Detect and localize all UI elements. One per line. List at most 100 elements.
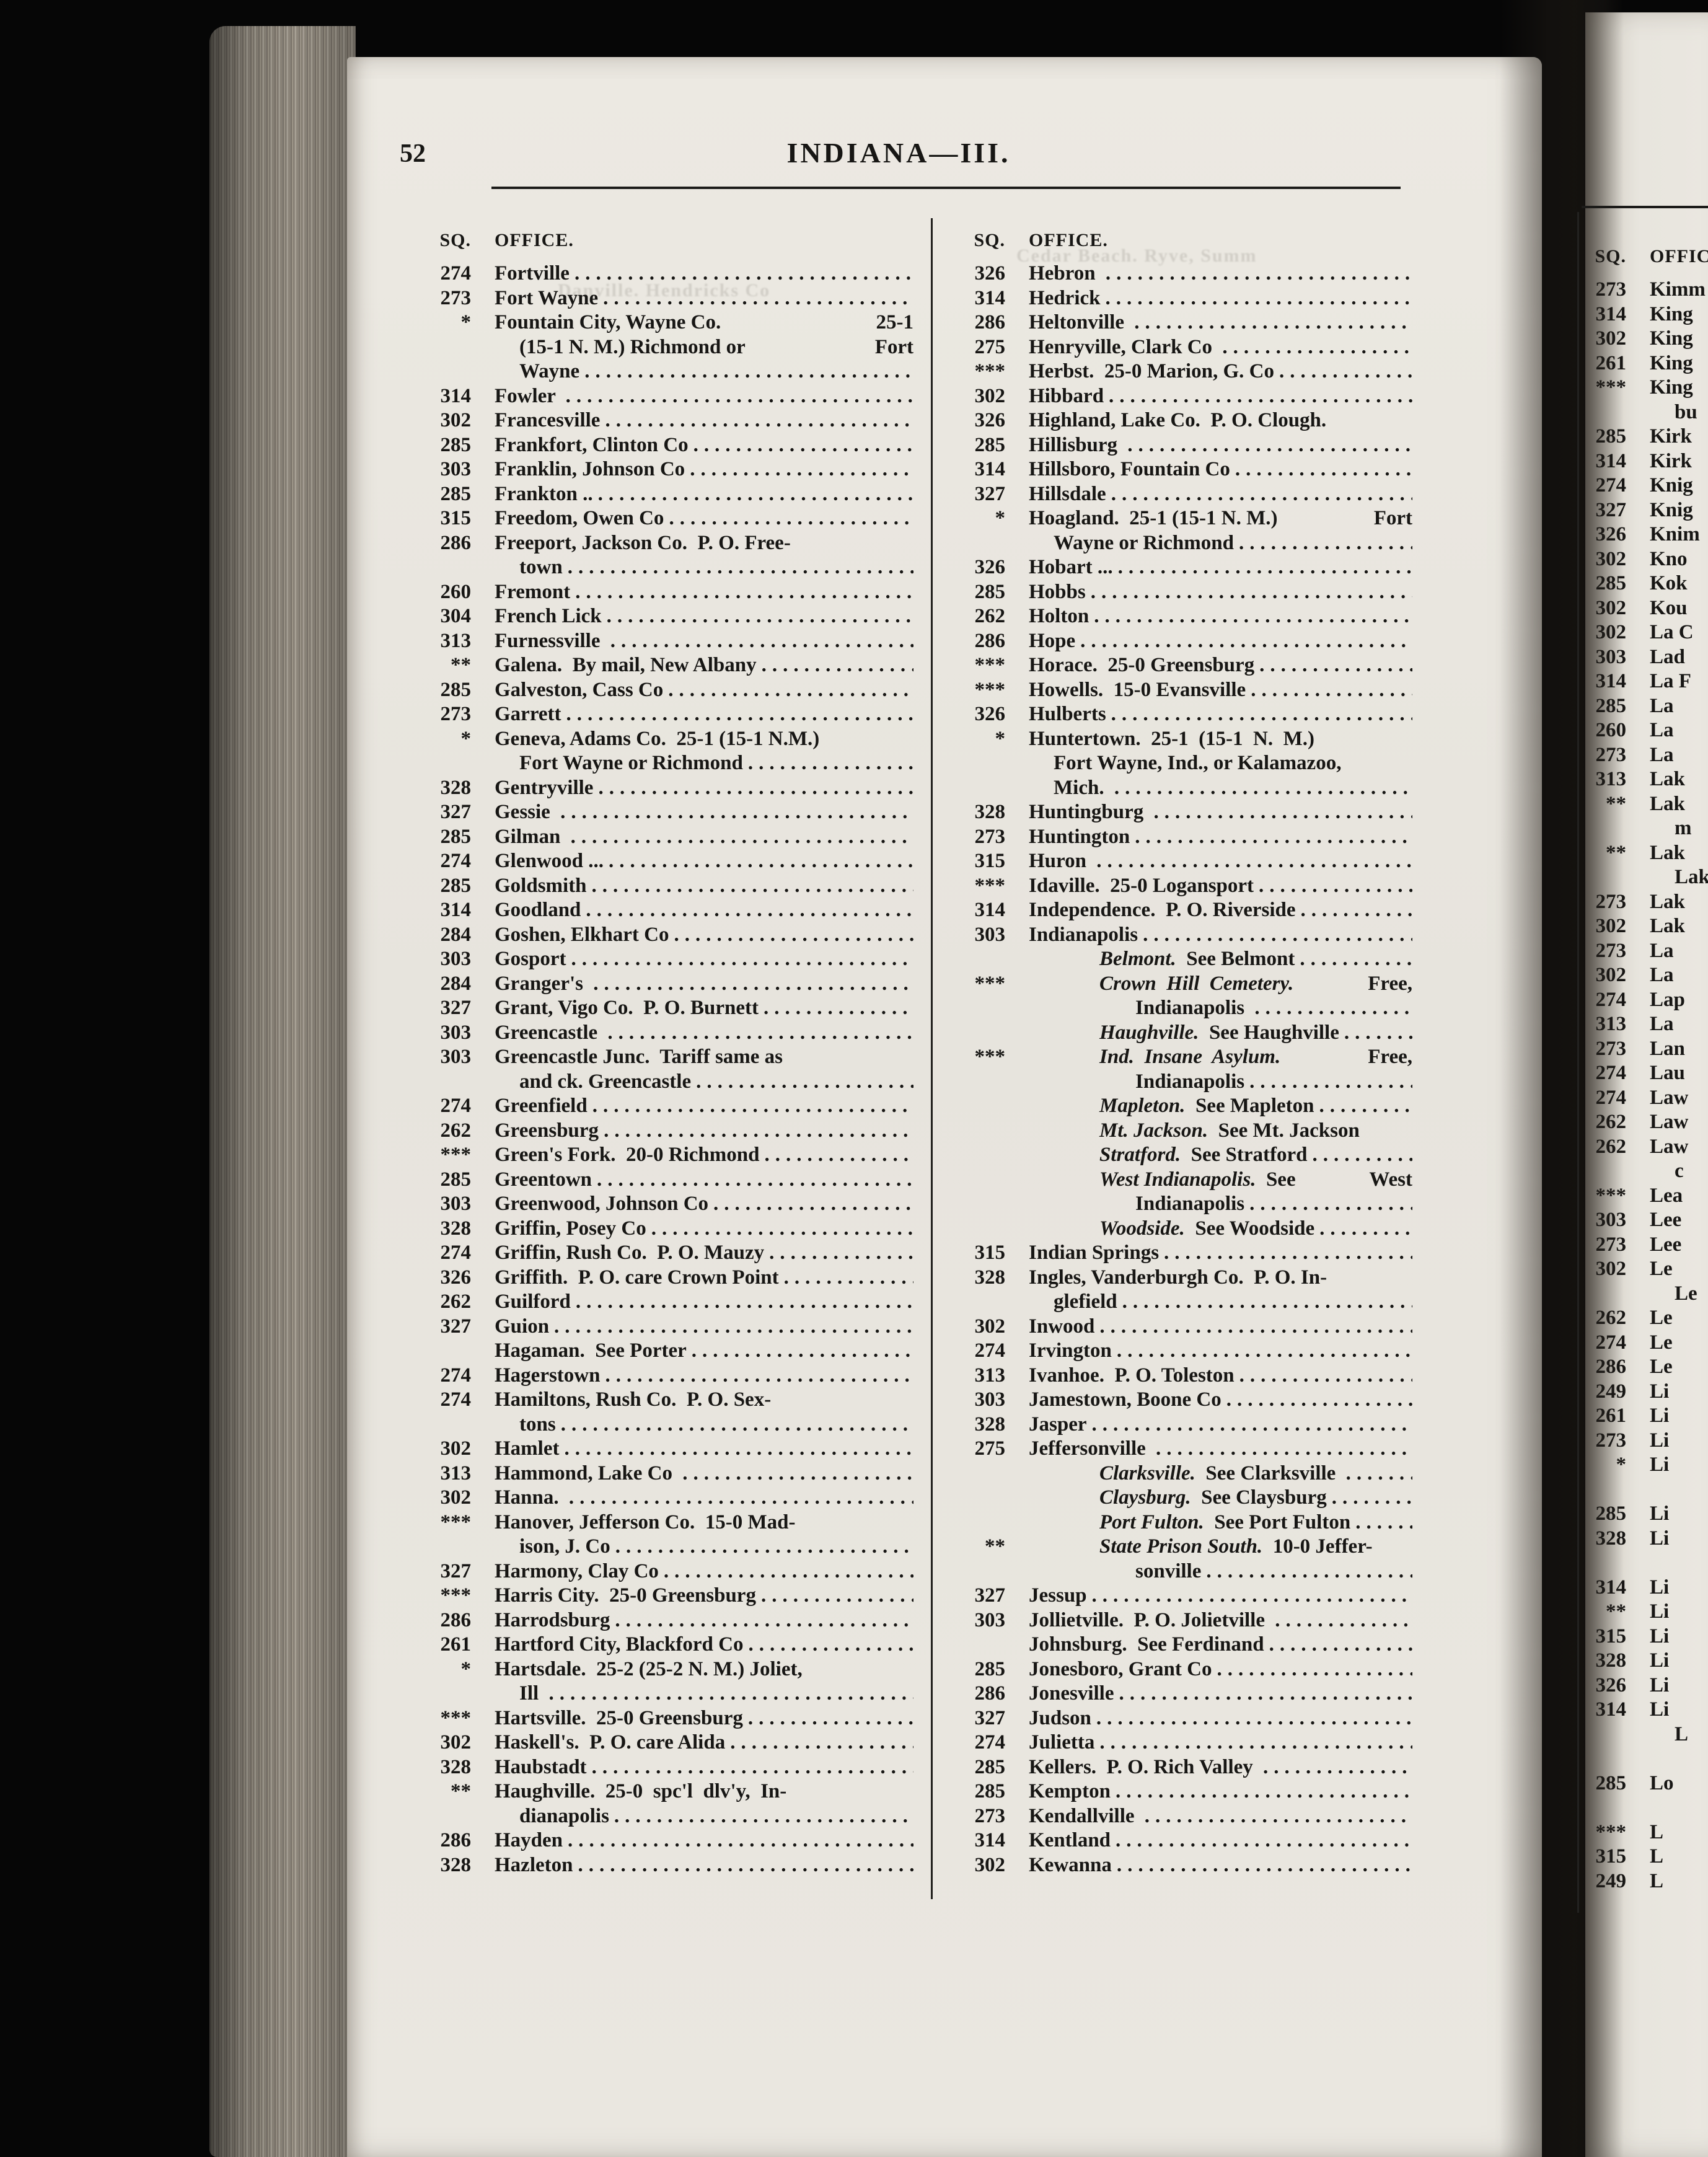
office-entry: Granger's — [471, 972, 913, 997]
office-text: La F — [1650, 670, 1691, 692]
office-entry: Clarksville. See Clarksville — [1005, 1462, 1412, 1486]
table-row: Mt. Jackson. See Mt. Jackson — [943, 1119, 1412, 1144]
office-text: Kellers. P. O. Rich Valley — [1029, 1755, 1259, 1778]
dot-leader — [1344, 1021, 1412, 1046]
office-text: Fountain City, Wayne Co. — [495, 311, 721, 333]
sq-number: 314 — [974, 286, 1006, 309]
table-row: 274 Irvington — [943, 1339, 1412, 1364]
office-entry: Greenwood, Johnson Co — [471, 1192, 913, 1217]
dot-leader — [1109, 384, 1412, 409]
sq-number: *** — [440, 1584, 472, 1607]
table-row: 286 Hope — [943, 629, 1412, 654]
office-entry: Lau — [1626, 1061, 1708, 1086]
dot-leader — [651, 1217, 913, 1242]
office-text: Granger's — [495, 972, 589, 995]
sq-number: 313 — [1595, 768, 1627, 790]
table-row: Le — [1582, 1282, 1708, 1307]
table-row: 302 Kou — [1582, 596, 1708, 621]
sq-number: 314 — [1595, 670, 1627, 692]
sq-number: 284 — [440, 923, 472, 946]
table-row: 304 French Lick — [409, 604, 913, 629]
dot-leader — [1259, 874, 1412, 899]
office-text: Independence. P. O. Riverside — [1029, 899, 1296, 921]
office-entry: Furnessville — [471, 629, 913, 654]
table-row: 285 Frankton .. — [409, 482, 913, 507]
table-row: Wayne — [409, 360, 913, 384]
sq-number: ** — [985, 1535, 1005, 1558]
office-entry: Ivanhoe. P. O. Toleston — [1005, 1364, 1412, 1388]
office-text: Gentryville — [495, 776, 594, 799]
sq-number: 286 — [440, 531, 472, 554]
table-row: 328 Li — [1582, 1527, 1708, 1551]
office-text: Le — [1650, 1331, 1673, 1354]
table-row: dianapolis — [409, 1804, 913, 1829]
office-text: See Claysburg — [1191, 1486, 1327, 1509]
sq-number: 326 — [974, 703, 1006, 725]
office-entry: Haskell's. P. O. care Alida — [471, 1731, 913, 1755]
office-entry: Li — [1626, 1527, 1708, 1551]
dot-leader — [575, 580, 913, 605]
sq-number: 326 — [1595, 523, 1627, 545]
table-row: 303 Jollietville. P. O. Jolietville — [943, 1608, 1412, 1633]
office-entry: Johnsburg. See Ferdinand — [1005, 1633, 1412, 1657]
table-row: 261 King — [1582, 351, 1708, 376]
sq-number: 262 — [440, 1290, 472, 1313]
office-entry: Le — [1626, 1257, 1708, 1282]
dot-leader — [1355, 1511, 1412, 1535]
office-text: Hope — [1029, 629, 1076, 652]
table-row: 328 Ingles, Vanderburgh Co. P. O. In- — [943, 1266, 1412, 1290]
dot-leader — [548, 1682, 913, 1706]
sq-number: 314 — [1595, 1698, 1627, 1721]
table-row: ison, J. Co — [409, 1535, 913, 1559]
table-row: 302 La — [1582, 963, 1708, 988]
sq-number: 327 — [440, 997, 472, 1019]
sq-number: 303 — [440, 1046, 472, 1068]
office-text: Greencastle — [495, 1021, 603, 1044]
office-text: Hazleton — [495, 1853, 573, 1876]
table-row: 302 Hamlet — [409, 1437, 913, 1462]
dot-leader — [1217, 1657, 1413, 1682]
office-entry: Huntingburg — [1005, 800, 1412, 825]
sq-number: 274 — [440, 262, 472, 285]
office-entry: Goodland — [471, 898, 913, 923]
dot-leader — [1116, 1780, 1412, 1804]
table-row: 302 Hibbard — [943, 384, 1412, 409]
office-entry: Greenfield — [471, 1094, 913, 1119]
dot-leader — [586, 898, 913, 923]
office-entry: Guilford — [471, 1290, 913, 1315]
sq-number: 314 — [974, 458, 1006, 480]
table-row: Wayne or Richmond — [943, 531, 1412, 556]
office-text: Lak — [1650, 841, 1685, 864]
table-row: ** Lak — [1582, 792, 1708, 817]
office-entry: Kempton — [1005, 1780, 1412, 1804]
office-text: Goldsmith — [495, 874, 587, 897]
column-rows: 273 Kimm 314 King 302 King 261 King *** King bu 285… — [1582, 278, 1708, 1894]
office-text: Li — [1650, 1625, 1670, 1648]
table-row: 285 Frankfort, Clinton Co — [409, 433, 913, 458]
office-entry: Knim — [1626, 523, 1708, 547]
dot-leader — [584, 360, 913, 384]
table-row: 273 Li — [1582, 1429, 1708, 1453]
office-name-italic: State Prison South. — [1099, 1535, 1263, 1558]
office-text: Hebron — [1029, 262, 1101, 285]
sq-number: 326 — [974, 409, 1006, 431]
table-row: 314 Hedrick — [943, 286, 1412, 311]
office-entry: Kellers. P. O. Rich Valley — [1005, 1755, 1412, 1780]
office-text: Irvington — [1029, 1339, 1112, 1362]
table-row: Claysburg. See Claysburg — [943, 1486, 1412, 1511]
office-name-italic: Woodside. — [1099, 1217, 1185, 1240]
dot-leader — [566, 702, 914, 727]
office-entry: Hillisburg — [1005, 433, 1412, 458]
office-text: Fowler — [495, 384, 561, 407]
dot-leader — [1319, 1217, 1412, 1242]
sq-number: 273 — [1595, 890, 1627, 913]
office-entry: Ingles, Vanderburgh Co. P. O. In- — [1005, 1266, 1412, 1290]
office-entry: Le — [1626, 1282, 1708, 1307]
office-text: Lak — [1650, 792, 1685, 815]
sq-number: 286 — [974, 1682, 1006, 1705]
table-row: 327 Guion — [409, 1315, 913, 1339]
table-row: 302 Hanna. — [409, 1486, 913, 1511]
office-entry: Hartsdale. 25-2 (25-2 N. M.) Joliet, — [471, 1657, 913, 1682]
dot-leader — [1249, 1192, 1412, 1217]
office-entry: Li — [1626, 1625, 1708, 1649]
